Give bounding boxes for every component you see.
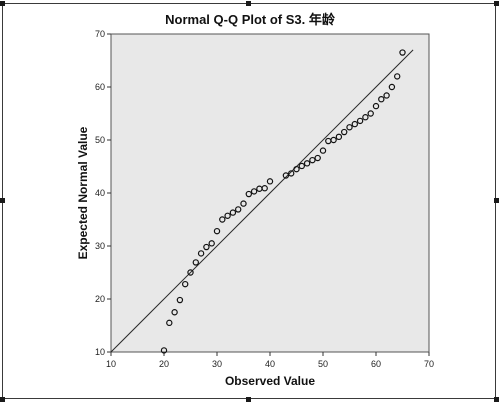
data-point <box>335 133 343 141</box>
y-tick-label: 20 <box>95 294 105 304</box>
data-point <box>367 110 374 117</box>
x-tick-label: 50 <box>318 359 328 369</box>
y-tick-label: 70 <box>95 29 105 39</box>
data-point <box>240 200 247 207</box>
data-point <box>250 188 258 195</box>
data-point <box>166 319 173 327</box>
data-point <box>282 172 290 179</box>
data-point <box>314 154 321 162</box>
y-tick-label: 10 <box>95 347 105 357</box>
data-point <box>383 92 390 99</box>
data-point <box>266 178 274 185</box>
data-point <box>208 240 215 247</box>
data-point <box>176 296 184 304</box>
resize-handle-bottom-right[interactable] <box>494 397 499 402</box>
data-point <box>293 165 300 173</box>
data-point <box>356 117 364 125</box>
data-point <box>399 49 406 56</box>
resize-handle-top-left[interactable] <box>0 1 5 6</box>
data-point <box>309 156 316 164</box>
data-point <box>378 95 385 103</box>
data-point <box>234 206 242 213</box>
data-point <box>181 280 189 288</box>
data-point <box>388 83 396 91</box>
resize-handle-top-right[interactable] <box>494 1 499 6</box>
y-axis-title: Expected Normal Value <box>76 126 90 259</box>
data-point <box>171 309 178 316</box>
data-point <box>197 250 205 257</box>
x-tick-label: 10 <box>106 359 116 369</box>
data-point <box>160 347 168 354</box>
resize-handle-top[interactable] <box>246 1 251 6</box>
data-point <box>341 128 348 136</box>
data-point <box>298 162 305 170</box>
data-point <box>192 259 199 266</box>
data-point <box>224 212 231 219</box>
data-point <box>372 102 380 110</box>
x-tick-label: 60 <box>371 359 381 369</box>
data-point <box>346 124 353 131</box>
y-tick-label: 30 <box>95 241 105 251</box>
data-point <box>351 120 358 128</box>
resize-handle-left[interactable] <box>0 198 5 203</box>
x-tick-label: 70 <box>424 359 434 369</box>
x-tick-label: 40 <box>265 359 275 369</box>
x-axis-title: Observed Value <box>225 374 315 388</box>
chart-title: Normal Q-Q Plot of S3. 年龄 <box>165 12 336 27</box>
resize-handle-right[interactable] <box>494 198 499 203</box>
data-point <box>394 73 401 80</box>
y-tick-label: 60 <box>95 82 105 92</box>
data-point <box>203 243 210 251</box>
data-point <box>245 190 252 198</box>
resize-handle-bottom-left[interactable] <box>0 397 5 402</box>
data-point <box>229 209 237 216</box>
reference-line <box>110 49 414 353</box>
x-tick-label: 20 <box>159 359 169 369</box>
y-tick-label: 40 <box>95 188 105 198</box>
resize-handle-bottom[interactable] <box>246 397 251 402</box>
y-tick-label: 50 <box>95 135 105 145</box>
data-point <box>330 136 337 144</box>
data-point <box>362 114 369 121</box>
data-point <box>219 216 226 223</box>
x-tick-label: 30 <box>212 359 222 369</box>
data-point <box>319 147 327 154</box>
data-point <box>187 269 194 276</box>
data-point <box>213 227 221 235</box>
data-point <box>303 160 311 167</box>
data-point <box>261 185 268 192</box>
data-point <box>288 170 295 177</box>
